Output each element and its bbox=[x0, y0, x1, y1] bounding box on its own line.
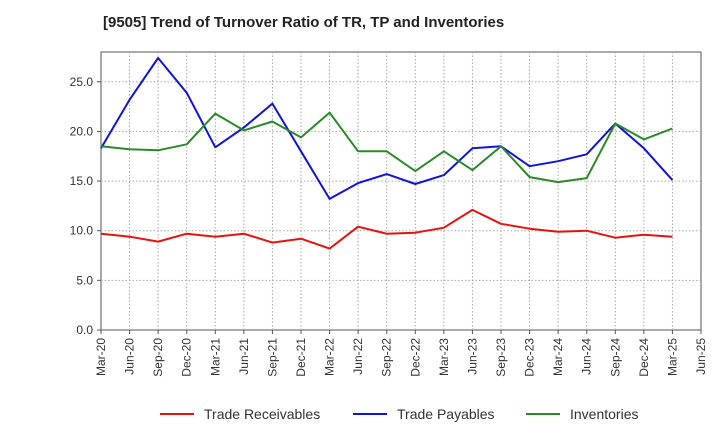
series-lines bbox=[100, 57, 674, 250]
x-tick-label: Jun-20 bbox=[123, 338, 137, 375]
x-tick-label: Mar-23 bbox=[437, 338, 451, 376]
x-tick-label: Mar-22 bbox=[323, 338, 337, 376]
x-tick-label: Sep-23 bbox=[494, 338, 508, 377]
x-tick-label: Mar-24 bbox=[551, 338, 565, 376]
plot-area bbox=[100, 51, 702, 331]
y-tick-label: 25.0 bbox=[70, 75, 94, 89]
legend-label: Trade Receivables bbox=[204, 406, 320, 422]
x-tick-label: Mar-20 bbox=[94, 338, 108, 376]
x-tick-label: Dec-22 bbox=[408, 338, 422, 377]
x-tick-label: Dec-21 bbox=[294, 338, 308, 377]
y-tick-label: 5.0 bbox=[76, 273, 93, 287]
x-tick-label: Mar-25 bbox=[665, 338, 679, 376]
y-axis-ticks: 0.0 5.0 10.0 15.0 20.0 25.0 bbox=[70, 75, 101, 337]
grid-lines bbox=[101, 52, 701, 330]
x-tick-label: Jun-22 bbox=[351, 338, 365, 375]
x-tick-label: Jun-24 bbox=[580, 338, 594, 375]
x-tick-label: Dec-24 bbox=[637, 338, 651, 377]
x-tick-label: Sep-22 bbox=[380, 338, 394, 377]
x-tick-label: Mar-21 bbox=[208, 338, 222, 376]
series-line-1 bbox=[100, 208, 673, 250]
x-tick-label: Jun-23 bbox=[465, 338, 479, 375]
x-axis-ticks: Mar-20 Jun-20 Sep-20 Dec-20 Mar-21 Jun-21 Sep-… bbox=[94, 330, 708, 377]
x-tick-label: Sep-20 bbox=[151, 338, 165, 377]
legend-label: Inventories bbox=[570, 406, 638, 422]
x-tick-label: Sep-24 bbox=[608, 338, 622, 377]
x-tick-label: Dec-20 bbox=[180, 338, 194, 377]
chart-title: [9505] Trend of Turnover Ratio of TR, TP… bbox=[103, 14, 505, 31]
x-tick-label: Jun-21 bbox=[237, 338, 251, 375]
y-tick-label: 10.0 bbox=[70, 224, 94, 238]
series-line-3 bbox=[100, 111, 673, 184]
y-tick-label: 15.0 bbox=[70, 174, 94, 188]
x-tick-label: Jun-25 bbox=[694, 338, 708, 375]
y-tick-label: 20.0 bbox=[70, 124, 94, 138]
x-tick-label: Dec-23 bbox=[523, 338, 537, 377]
legend: Trade Receivables Trade Payables Inventori… bbox=[160, 406, 638, 422]
y-tick-label: 0.0 bbox=[76, 323, 93, 337]
x-tick-label: Sep-21 bbox=[265, 338, 279, 377]
legend-label: Trade Payables bbox=[397, 406, 495, 422]
series-line-2 bbox=[100, 57, 674, 200]
